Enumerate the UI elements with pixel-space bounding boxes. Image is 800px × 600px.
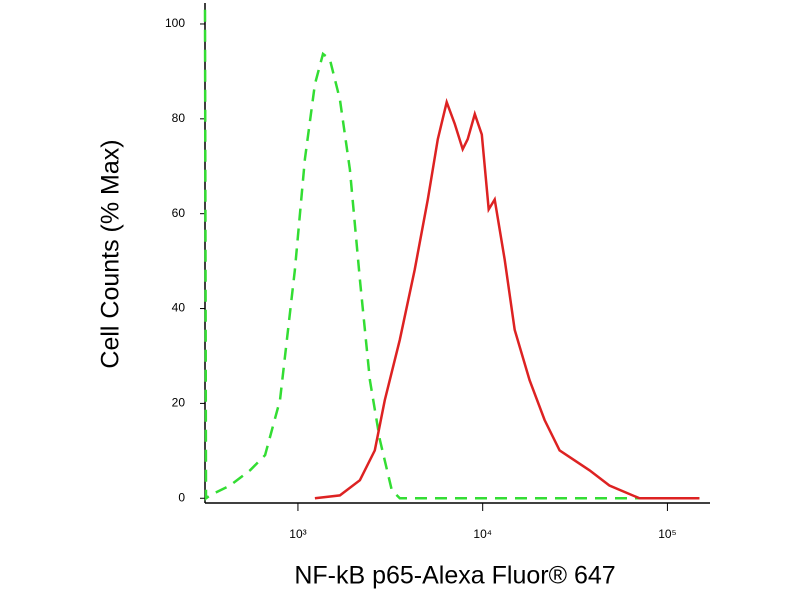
y-tick-label: 80 bbox=[172, 111, 186, 125]
x-tick-label: 10⁴ bbox=[473, 527, 492, 541]
series-line bbox=[314, 97, 700, 500]
y-tick-label: 20 bbox=[172, 396, 186, 410]
y-tick-label: 100 bbox=[165, 16, 185, 30]
x-axis-label: NF-kB p65-Alexa Fluor® 647 bbox=[294, 562, 615, 590]
series-line bbox=[203, 9, 700, 501]
y-tick-label: 40 bbox=[172, 301, 186, 315]
x-tick-label: 10³ bbox=[289, 527, 306, 541]
y-tick-label: 60 bbox=[172, 206, 186, 220]
y-axis-label: Cell Counts (% Max) bbox=[97, 139, 125, 368]
x-tick-label: 10⁵ bbox=[658, 527, 676, 541]
y-tick-label: 0 bbox=[178, 490, 185, 504]
